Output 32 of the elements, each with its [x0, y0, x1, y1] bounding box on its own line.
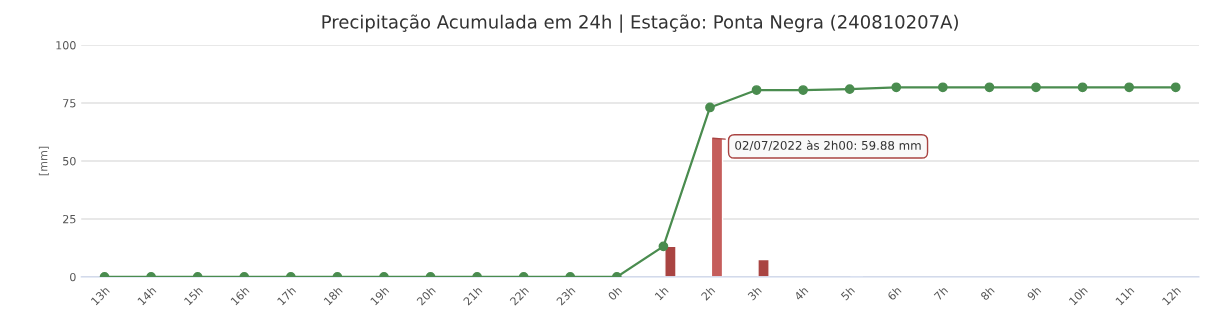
x-tick-label: 2h [700, 285, 716, 301]
x-tick-label: 22h [509, 285, 529, 306]
y-tick-label: 50 [63, 156, 76, 166]
x-tick-label: 21h [462, 285, 483, 306]
annotation: 02/07/2022 às 2h00: 59.88 mm [735, 140, 921, 151]
y-tick-label: 75 [63, 99, 76, 108]
x-tick-label: 13h [90, 285, 110, 306]
y-tick-label: 100 [56, 41, 76, 50]
x-tick-label: 15h [183, 285, 204, 306]
x-tick-label: 9h [1026, 285, 1042, 301]
x-tick-label: 1h [654, 285, 669, 301]
x-tick-label: 23h [555, 285, 576, 306]
x-tick-label: 19h [369, 285, 390, 306]
x-tick-label: 6h [886, 285, 902, 301]
x-tick-label: 3h [747, 285, 762, 301]
x-tick-label: 16h [230, 285, 250, 306]
x-tick-label: 18h [323, 285, 343, 306]
x-tick-label: 11h [1115, 285, 1135, 306]
x-tick-label: 4h [793, 285, 809, 301]
x-tick-label: 17h [276, 285, 297, 306]
x-tick-label: 8h [979, 285, 995, 301]
y-tick-label: 25 [63, 214, 76, 224]
x-tick-label: 0h [607, 285, 623, 301]
x-tick-label: 14h [136, 285, 157, 306]
y-axis-title: [mm] [38, 146, 49, 176]
chart-title: Precipitação Acumulada em 24h | Estação: Ponta Negra (240810207A) [322, 14, 958, 33]
y-tick-label: 0 [70, 272, 76, 282]
x-tick-label: 12h [1161, 285, 1182, 306]
x-tick-label: 10h [1068, 285, 1088, 306]
x-tick-label: 20h [416, 285, 436, 306]
x-tick-label: 7h [933, 285, 949, 301]
x-tick-label: 5h [840, 285, 856, 301]
